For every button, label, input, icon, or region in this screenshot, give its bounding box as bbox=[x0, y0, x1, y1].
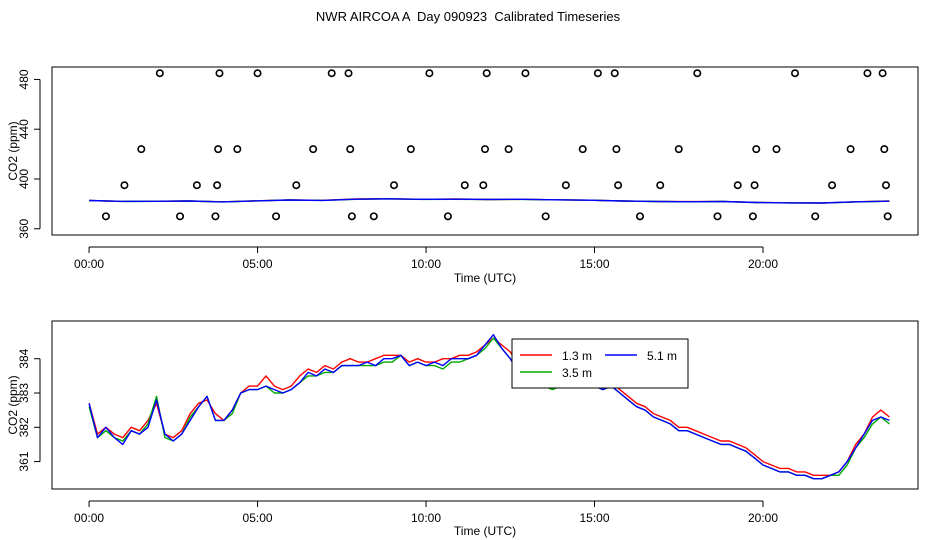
calibration-point bbox=[101, 212, 110, 221]
y-tick-label: 384 bbox=[17, 348, 31, 368]
x-tick-label: 15:00 bbox=[579, 257, 609, 271]
calibration-point bbox=[327, 69, 336, 78]
calibration-point bbox=[233, 145, 242, 154]
bottom-x-axis-label: Time (UTC) bbox=[454, 524, 516, 538]
x-tick-label: 05:00 bbox=[243, 511, 273, 525]
series-line-5-1-m bbox=[89, 198, 890, 204]
calibration-point bbox=[213, 181, 222, 190]
calibration-point bbox=[693, 69, 702, 78]
calibration-point bbox=[772, 145, 781, 154]
calibration-point bbox=[137, 145, 146, 154]
y-tick-label: 361 bbox=[17, 451, 31, 471]
calibration-point bbox=[192, 181, 201, 190]
legend: 1.3 m 3.5 m 5.1 m bbox=[511, 338, 689, 389]
calibration-point bbox=[406, 145, 415, 154]
calibration-point bbox=[521, 69, 530, 78]
calibration-point bbox=[878, 69, 887, 78]
x-tick-label: 00:00 bbox=[74, 511, 104, 525]
x-tick-label: 20:00 bbox=[748, 257, 778, 271]
legend-label-3-5m: 3.5 m bbox=[562, 366, 592, 380]
y-tick-label: 440 bbox=[17, 119, 31, 139]
calibration-point bbox=[369, 212, 378, 221]
bottom-axes: 00:00 05:00 10:00 15:00 20:00 361 382 383 384 bbox=[17, 348, 778, 525]
calibration-point bbox=[309, 145, 318, 154]
calibration-point bbox=[561, 181, 570, 190]
calibration-point bbox=[390, 181, 399, 190]
calibration-point bbox=[346, 145, 355, 154]
calibration-point bbox=[713, 212, 722, 221]
calibration-point bbox=[120, 181, 129, 190]
y-tick-label: 480 bbox=[17, 69, 31, 89]
calibration-point bbox=[541, 212, 550, 221]
calibration-point bbox=[593, 69, 602, 78]
calibration-point bbox=[811, 212, 820, 221]
calibration-point bbox=[460, 181, 469, 190]
calibration-point bbox=[612, 145, 621, 154]
bottom-y-axis-label: CO2 (ppm) bbox=[6, 375, 20, 434]
calibration-point bbox=[578, 145, 587, 154]
x-tick-label: 00:00 bbox=[74, 257, 104, 271]
calibration-point bbox=[482, 69, 491, 78]
calibration-point bbox=[253, 69, 262, 78]
calibration-point bbox=[828, 181, 837, 190]
calibration-point bbox=[863, 69, 872, 78]
top-panel: 00:00 05:00 10:00 15:00 20:00 360 400 440 480 Ti… bbox=[6, 66, 919, 285]
x-tick-label: 20:00 bbox=[748, 511, 778, 525]
y-tick-label: 400 bbox=[17, 169, 31, 189]
bottom-panel: 00:00 05:00 10:00 15:00 20:00 361 382 383 384 Ti… bbox=[6, 320, 919, 538]
x-tick-label: 15:00 bbox=[579, 511, 609, 525]
calibration-point bbox=[292, 181, 301, 190]
calibration-point bbox=[883, 212, 892, 221]
calibration-point bbox=[479, 181, 488, 190]
x-tick-label: 10:00 bbox=[411, 511, 441, 525]
top-calibration-points bbox=[101, 69, 892, 221]
calibration-point bbox=[610, 69, 619, 78]
top-y-axis-label: CO2 (ppm) bbox=[6, 121, 20, 180]
calibration-point bbox=[504, 145, 513, 154]
calibration-point bbox=[748, 212, 757, 221]
calibration-point bbox=[733, 181, 742, 190]
calibration-point bbox=[425, 69, 434, 78]
y-tick-label: 383 bbox=[17, 383, 31, 403]
calibration-point bbox=[636, 212, 645, 221]
top-x-axis-label: Time (UTC) bbox=[454, 271, 516, 285]
series-line-3-5-m bbox=[88, 337, 890, 480]
top-axes: 00:00 05:00 10:00 15:00 20:00 360 400 440 480 bbox=[17, 69, 778, 271]
y-tick-label: 382 bbox=[17, 417, 31, 437]
calibration-point bbox=[344, 69, 353, 78]
legend-box bbox=[511, 338, 689, 389]
bottom-series-lines bbox=[88, 334, 890, 480]
calibration-point bbox=[480, 145, 489, 154]
calibration-point bbox=[272, 212, 281, 221]
legend-label-1-3m: 1.3 m bbox=[562, 349, 592, 363]
chart-title: NWR AIRCOA A Day 090923 Calibrated Times… bbox=[315, 9, 621, 24]
calibration-point bbox=[155, 69, 164, 78]
calibration-point bbox=[880, 145, 889, 154]
calibration-point bbox=[443, 212, 452, 221]
calibration-point bbox=[656, 181, 665, 190]
calibration-point bbox=[614, 181, 623, 190]
calibration-point bbox=[347, 212, 356, 221]
y-tick-label: 360 bbox=[17, 218, 31, 238]
x-tick-label: 10:00 bbox=[411, 257, 441, 271]
calibration-point bbox=[215, 69, 224, 78]
calibration-point bbox=[674, 145, 683, 154]
calibration-point bbox=[752, 145, 761, 154]
series-line-1-3-m bbox=[88, 337, 890, 476]
calibration-point bbox=[214, 145, 223, 154]
calibration-point bbox=[846, 145, 855, 154]
bottom-plot-frame bbox=[51, 320, 919, 490]
calibration-point bbox=[211, 212, 220, 221]
x-tick-label: 05:00 bbox=[243, 257, 273, 271]
calibration-point bbox=[750, 181, 759, 190]
calibration-point bbox=[791, 69, 800, 78]
calibration-point bbox=[176, 212, 185, 221]
top-series-lines bbox=[89, 198, 890, 204]
calibration-point bbox=[881, 181, 890, 190]
top-plot-frame bbox=[51, 66, 919, 236]
legend-label-5-1m: 5.1 m bbox=[647, 349, 677, 363]
series-line-5-1-m bbox=[88, 334, 890, 480]
